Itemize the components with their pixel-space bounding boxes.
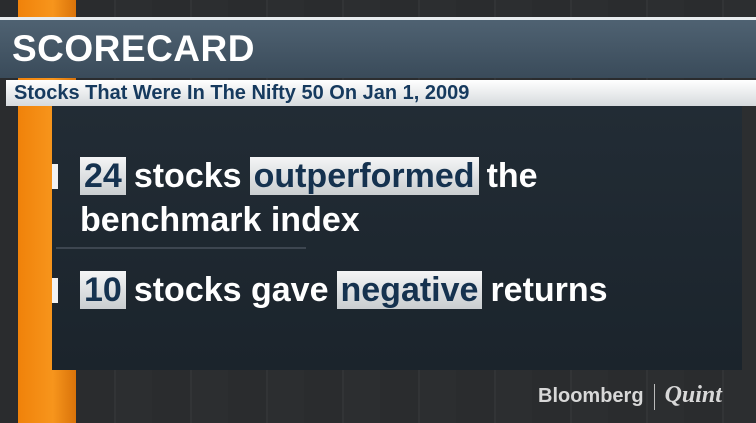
highlight-text: negative [336,271,483,309]
bullet: 10 stocks gave negative returns [52,268,680,312]
highlight-text: 24 [80,157,126,195]
bullet-mark [52,164,58,189]
panel: 24 stocks outperformed the benchmark index 1… [52,106,742,370]
separator [56,247,306,249]
bullet-mark [52,278,58,303]
header-bar: SCORECARD [0,17,756,78]
subtitle: Stocks That Were In The Nifty 50 On Jan … [14,82,470,104]
brand: Bloomberg [538,385,644,407]
logo-divider [653,383,655,410]
text: returns [490,271,608,309]
subtitle-bar: Stocks That Were In The Nifty 50 On Jan … [6,80,756,106]
partner: Quint [664,382,722,408]
text: the benchmark index [80,157,538,239]
title: SCORECARD [12,28,255,69]
logo: Bloomberg Quint [538,382,722,410]
text: stocks [133,157,242,195]
highlight-text: outperformed [249,157,479,195]
bullet: 24 stocks outperformed the benchmark index [52,154,680,242]
highlight-text: 10 [80,271,126,309]
text: stocks gave [133,271,329,309]
